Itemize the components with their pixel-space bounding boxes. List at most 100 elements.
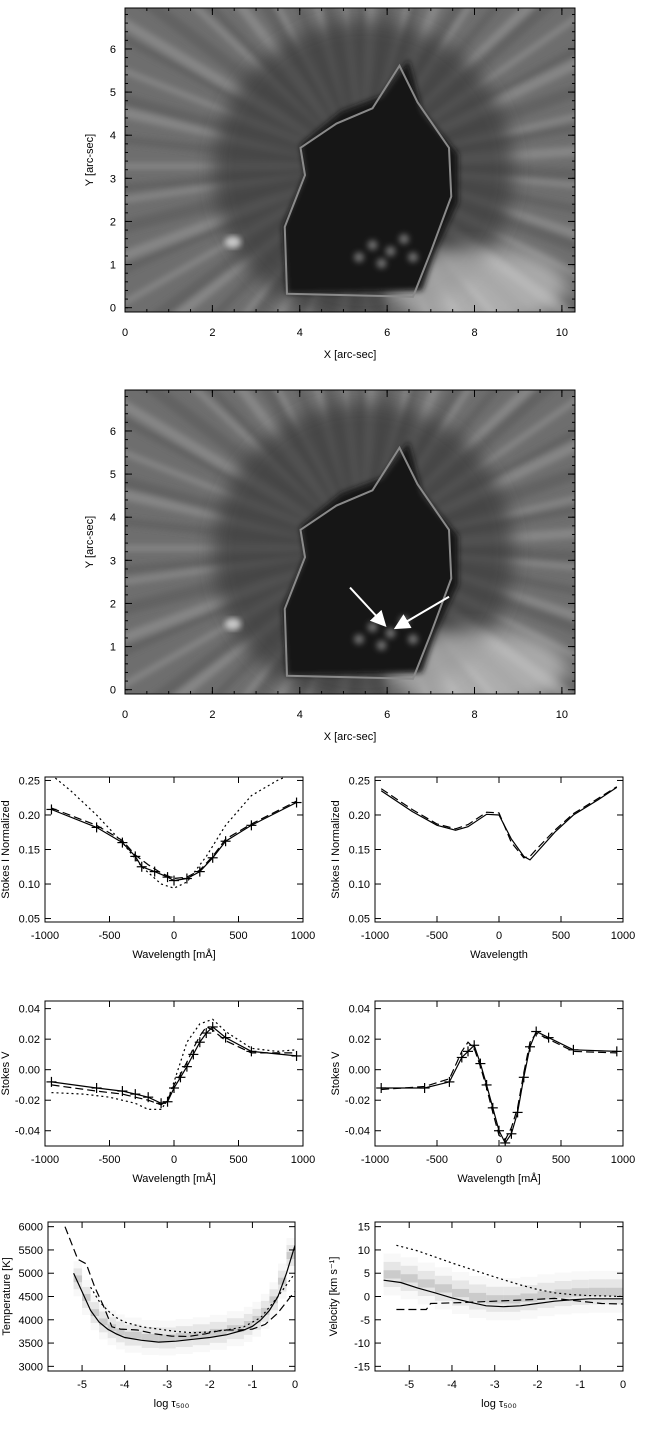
heatmap-cell bbox=[277, 1263, 287, 1271]
heatmap-cell bbox=[99, 1311, 108, 1319]
heatmap-cell bbox=[434, 1292, 452, 1301]
x-tick-label: 8 bbox=[471, 709, 477, 721]
x-tick-label: 4 bbox=[297, 709, 303, 721]
y-tick-label: 0.05 bbox=[19, 914, 40, 926]
heatmap-cell bbox=[605, 1304, 623, 1313]
y-axis-label: Stokes I Normalized bbox=[0, 800, 12, 898]
heatmap-cell bbox=[571, 1279, 589, 1289]
y-tick-label: 0.05 bbox=[349, 914, 370, 926]
x-tick-label: -500 bbox=[426, 1154, 448, 1166]
heatmap-cell bbox=[209, 1342, 227, 1350]
heatmap-cell bbox=[269, 1303, 278, 1311]
heatmap-cell bbox=[451, 1280, 470, 1289]
heatmap-cell bbox=[158, 1320, 176, 1328]
heatmap-cell bbox=[571, 1271, 589, 1280]
heatmap-cell bbox=[243, 1327, 253, 1335]
y-tick-label: -5 bbox=[360, 1315, 370, 1327]
x-tick-label: 1000 bbox=[291, 930, 315, 942]
heatmap-cell bbox=[503, 1286, 521, 1296]
heatmap-cell bbox=[588, 1304, 606, 1313]
heatmap-cell bbox=[286, 1245, 295, 1253]
heatmap-cell bbox=[243, 1306, 253, 1314]
heatmap-cell bbox=[90, 1309, 100, 1317]
heatmap-cell bbox=[226, 1311, 244, 1319]
heatmap-cell bbox=[269, 1282, 278, 1290]
heatmap-cell bbox=[175, 1340, 193, 1348]
heatmap-cell bbox=[417, 1262, 435, 1271]
x-tick-label: 6 bbox=[384, 327, 390, 339]
data-point-plus bbox=[518, 1072, 529, 1083]
heatmap-cell bbox=[520, 1301, 538, 1311]
heatmap-cell bbox=[469, 1284, 487, 1293]
heatmap-cell bbox=[82, 1300, 91, 1308]
plot-frame bbox=[44, 776, 304, 923]
x-tick-label: -3 bbox=[490, 1379, 500, 1391]
x-tick-label: -4 bbox=[447, 1379, 457, 1391]
x-tick-label: 0 bbox=[122, 709, 128, 721]
heatmap-cell bbox=[141, 1326, 159, 1334]
x-axis-label: log τ₅₀₀ bbox=[481, 1398, 517, 1410]
heatmap-cell bbox=[400, 1282, 418, 1291]
heatmap-cell bbox=[99, 1332, 108, 1340]
heatmap-cell bbox=[605, 1296, 623, 1305]
heatmap-cell bbox=[116, 1314, 125, 1322]
x-tick-label: 0 bbox=[620, 1379, 626, 1391]
data-point-plus bbox=[376, 1083, 387, 1093]
data-point-plus bbox=[156, 1098, 167, 1109]
map-image bbox=[125, 8, 575, 312]
heatmap-cell bbox=[260, 1300, 270, 1308]
x-tick-label: -500 bbox=[98, 930, 120, 942]
heatmap-cell bbox=[434, 1275, 452, 1285]
density-heatmap bbox=[383, 1253, 623, 1321]
heatmap-cell bbox=[99, 1304, 108, 1312]
y-tick-label: 1 bbox=[110, 260, 116, 272]
heatmap-cell bbox=[90, 1323, 100, 1331]
heatmap-cell bbox=[175, 1319, 193, 1327]
y-tick-label: 5 bbox=[110, 469, 116, 481]
y-tick-label: 0.10 bbox=[19, 879, 40, 891]
data-point-plus bbox=[456, 1052, 467, 1063]
heatmap-cell bbox=[277, 1291, 287, 1299]
series-dotted-line bbox=[396, 1244, 623, 1298]
heatmap-cell bbox=[226, 1339, 244, 1347]
x-tick-label: 2 bbox=[209, 327, 215, 339]
x-tick-label: -1 bbox=[248, 1379, 258, 1391]
heatmap-cell bbox=[192, 1331, 210, 1339]
heatmap-cell bbox=[503, 1295, 521, 1304]
x-tick-label: 10 bbox=[556, 709, 568, 721]
heatmap-cell bbox=[252, 1329, 261, 1337]
data-point-plus bbox=[419, 1083, 430, 1093]
heatmap-cell bbox=[243, 1334, 253, 1342]
heatmap-cell bbox=[571, 1288, 589, 1297]
heatmap-cell bbox=[605, 1279, 623, 1288]
x-axis-label: X [arc-sec] bbox=[324, 349, 377, 361]
heatmap-cell bbox=[226, 1318, 244, 1326]
heatmap-cell bbox=[554, 1280, 572, 1290]
y-tick-label: 4 bbox=[110, 130, 116, 142]
heatmap-cell bbox=[192, 1324, 210, 1332]
y-tick-label: 4500 bbox=[19, 1292, 43, 1304]
heatmap-cell bbox=[209, 1321, 227, 1329]
x-tick-label: -5 bbox=[404, 1379, 414, 1391]
y-tick-label: 0.02 bbox=[349, 1034, 370, 1046]
heatmap-cell bbox=[124, 1324, 142, 1332]
heatmap-cell bbox=[192, 1338, 210, 1346]
x-tick-label: -500 bbox=[426, 930, 448, 942]
heatmap-cell bbox=[417, 1287, 435, 1297]
plot-area bbox=[46, 777, 302, 889]
y-tick-label: -0.02 bbox=[345, 1095, 370, 1107]
heatmap-cell bbox=[158, 1348, 176, 1356]
heatmap-cell bbox=[537, 1299, 555, 1308]
x-tick-label: 0 bbox=[122, 327, 128, 339]
heatmap-cell bbox=[537, 1274, 555, 1283]
x-tick-label: 0 bbox=[292, 1379, 298, 1391]
series-dashed-line bbox=[51, 800, 297, 880]
bright-point bbox=[225, 618, 241, 631]
heatmap-cell bbox=[209, 1328, 227, 1336]
chart-stokesV-left: -1000 -500 0 500 1000 -0.04 -0.02 0.00 0.02 0.04 W… bbox=[0, 1000, 315, 1185]
data-point-plus bbox=[162, 1096, 173, 1107]
heatmap-cell bbox=[400, 1265, 418, 1275]
series-dotted-line bbox=[90, 1272, 295, 1334]
heatmap-cell bbox=[260, 1307, 270, 1315]
